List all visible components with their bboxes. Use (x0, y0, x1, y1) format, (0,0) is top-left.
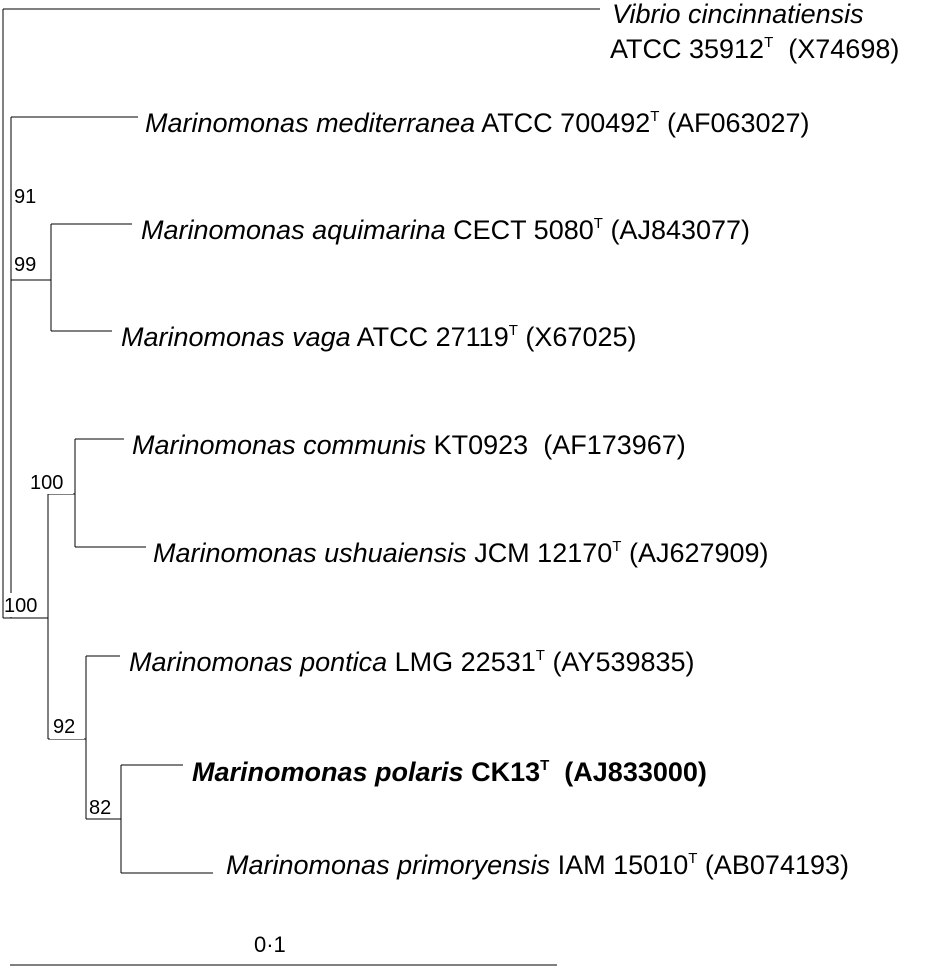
bootstrap-100-lower: 100 (4, 595, 37, 617)
taxon-ushuaiensis: Marinomonas ushuaiensis JCM 12170T (AJ62… (153, 538, 769, 568)
taxon-labels: Vibrio cincinnatiensis ATCC 35912T (X746… (121, 0, 899, 880)
bootstrap-100-communis: 100 (30, 472, 63, 494)
taxon-mediterranea: Marinomonas mediterranea ATCC 700492T (A… (145, 108, 810, 138)
taxon-pontica: Marinomonas pontica LMG 22531T (AY539835… (129, 647, 695, 677)
bootstrap-82: 82 (89, 797, 111, 819)
bootstrap-values: 91 99 100 100 92 82 (4, 184, 119, 819)
taxon-vibrio-species: Vibrio cincinnatiensis (612, 0, 864, 29)
taxon-vibrio-strain: ATCC 35912T (X74698) (610, 34, 899, 64)
taxon-polaris: Marinomonas polaris CK13T (AJ833000) (192, 757, 707, 787)
scale-bar-label: 0·1 (254, 932, 286, 957)
taxon-aquimarina: Marinomonas aquimarina CECT 5080T (AJ843… (141, 215, 750, 245)
taxon-communis: Marinomonas communis KT0923 (AF173967) (132, 430, 686, 460)
taxon-vaga: Marinomonas vaga ATCC 27119T (X67025) (121, 322, 636, 352)
bootstrap-92: 92 (53, 716, 75, 738)
scale-bar: 0·1 (10, 932, 557, 966)
taxon-primoryensis: Marinomonas primoryensis IAM 15010T (AB0… (226, 850, 849, 880)
bootstrap-99: 99 (14, 254, 36, 276)
bootstrap-91: 91 (14, 186, 36, 208)
